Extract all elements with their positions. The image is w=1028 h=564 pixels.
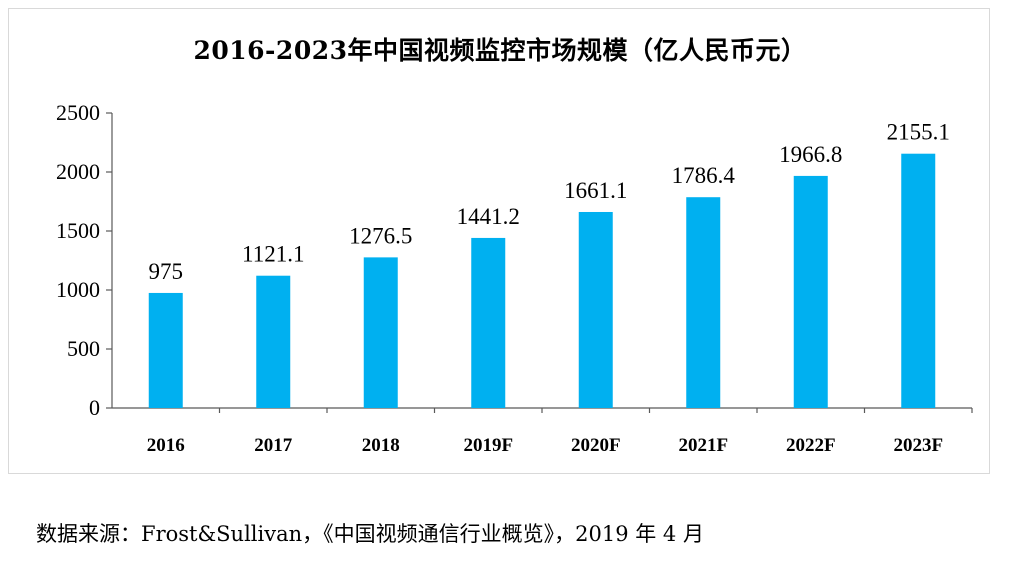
bar	[471, 237, 506, 408]
y-tick-label: 1500	[56, 218, 100, 243]
bar	[686, 197, 721, 408]
bar-chart: 0 500 1000 1500 2000 2500 975 1121.1 1276.5 1441…	[56, 100, 973, 456]
data-labels: 975 1121.1 1276.5 1441.2 1661.1 1786.4 1966.8 2…	[149, 120, 950, 284]
bar	[256, 275, 291, 408]
x-category-label: 2018	[362, 435, 400, 456]
source-note: 数据来源：Frost&Sullivan，《中国视频通信行业概览》，2019 年 …	[36, 522, 704, 546]
bar-value-label: 1786.4	[672, 163, 736, 188]
bar-value-label: 1276.5	[349, 223, 412, 248]
chart-title: 2016-2023年中国视频监控市场规模（亿人民币元）	[193, 36, 807, 65]
y-tick-label: 2000	[56, 159, 100, 184]
bar-value-label: 1966.8	[779, 142, 842, 167]
bar-value-label: 1441.2	[457, 204, 520, 229]
y-axis-ticks: 0 500 1000 1500 2000 2500	[56, 100, 112, 420]
y-tick-label: 500	[67, 336, 100, 361]
bar	[148, 292, 183, 408]
x-category-label: 2023F	[893, 435, 943, 456]
x-category-label: 2016	[147, 435, 185, 456]
bar	[793, 175, 828, 408]
y-tick-label: 0	[89, 395, 100, 420]
category-labels: 2016 2017 2018 2019F 2020F 2021F 2022F 2023F	[147, 435, 943, 456]
bar-value-label: 1661.1	[564, 178, 627, 203]
bars	[148, 153, 973, 413]
y-tick-label: 2500	[56, 100, 100, 125]
x-category-label: 2022F	[786, 435, 836, 456]
bar	[363, 257, 398, 408]
bar	[901, 153, 936, 408]
x-category-label: 2020F	[571, 435, 621, 456]
bar-value-label: 975	[149, 259, 184, 284]
y-tick-label: 1000	[56, 277, 100, 302]
x-category-label: 2017	[254, 435, 293, 456]
bar	[578, 211, 613, 408]
bar-value-label: 1121.1	[242, 242, 304, 267]
x-category-label: 2019F	[463, 435, 513, 456]
bar-value-label: 2155.1	[887, 120, 950, 145]
chart-frame: 2016-2023年中国视频监控市场规模（亿人民币元） 0 500 1000 1500…	[8, 8, 990, 474]
x-category-label: 2021F	[678, 435, 728, 456]
